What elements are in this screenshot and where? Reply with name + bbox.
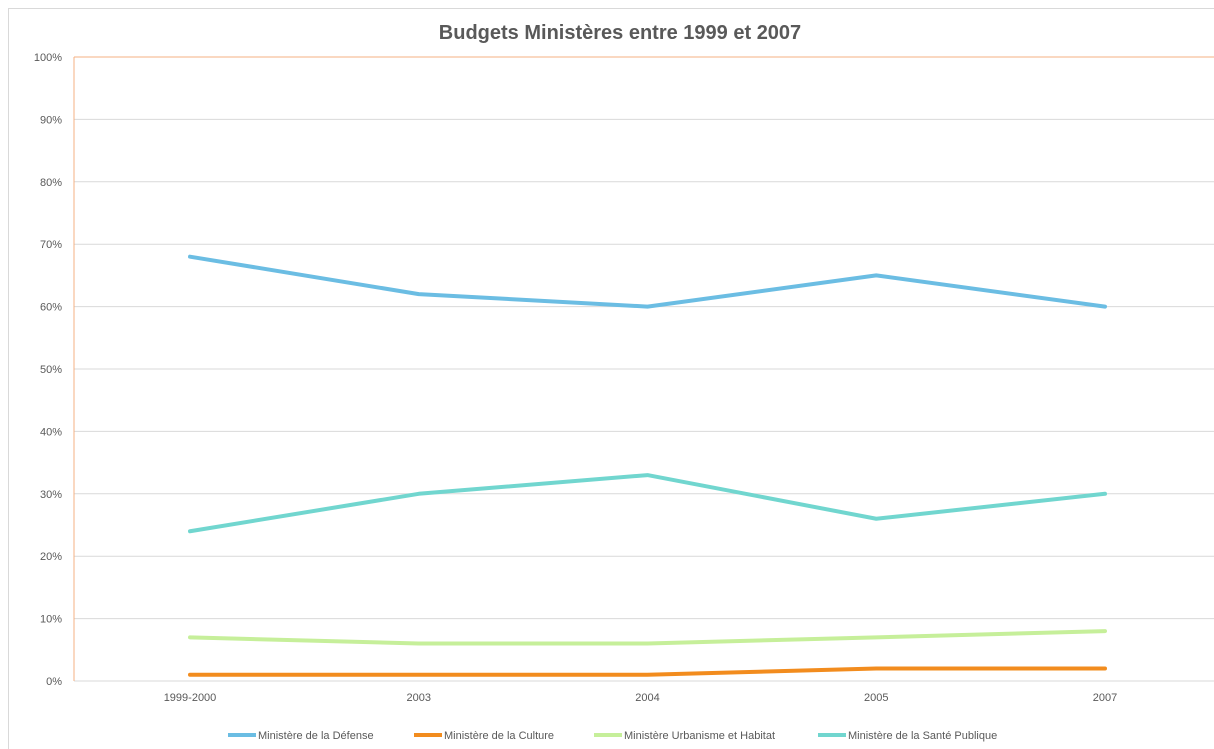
series-line	[188, 629, 1107, 646]
chart-title: Budgets Ministères entre 1999 et 2007	[438, 22, 802, 44]
y-tick-label: 40%	[40, 426, 62, 438]
y-tick-label: 30%	[40, 489, 62, 501]
x-tick-label: 1999-2000	[164, 692, 217, 704]
y-tick-label: 60%	[40, 302, 62, 314]
x-tick-label: 2003	[407, 692, 431, 704]
legend-label: Ministère de la Défense	[258, 730, 374, 742]
legend-label: Ministère de la Culture	[444, 730, 554, 742]
y-tick-label: 70%	[40, 239, 62, 251]
axes: 0% 10% 20% 30% 40% 50% 60% 70% 80% 90% 100% 1999-20…	[34, 52, 1117, 704]
legend-label: Ministère de la Santé Publique	[848, 730, 997, 742]
series-line	[188, 254, 1107, 309]
y-tick-label: 20%	[40, 551, 62, 563]
chart-frame	[8, 8, 1214, 749]
series-line	[188, 473, 1107, 534]
series-lines	[188, 254, 1107, 677]
gridlines	[74, 56, 1214, 682]
x-tick-label: 2007	[1093, 692, 1117, 704]
y-tick-label: 10%	[40, 614, 62, 626]
series-line	[188, 666, 1107, 677]
x-tick-label: 2005	[864, 692, 888, 704]
y-tick-label: 90%	[40, 114, 62, 126]
y-tick-label: 50%	[40, 364, 62, 376]
y-tick-label: 100%	[34, 52, 62, 64]
y-tick-label: 0%	[46, 676, 62, 688]
x-tick-label: 2004	[635, 692, 659, 704]
y-tick-label: 80%	[40, 177, 62, 189]
legend-label: Ministère Urbanisme et Habitat	[624, 730, 775, 742]
legend: Ministère de la Défense Ministère de la C…	[228, 730, 997, 742]
